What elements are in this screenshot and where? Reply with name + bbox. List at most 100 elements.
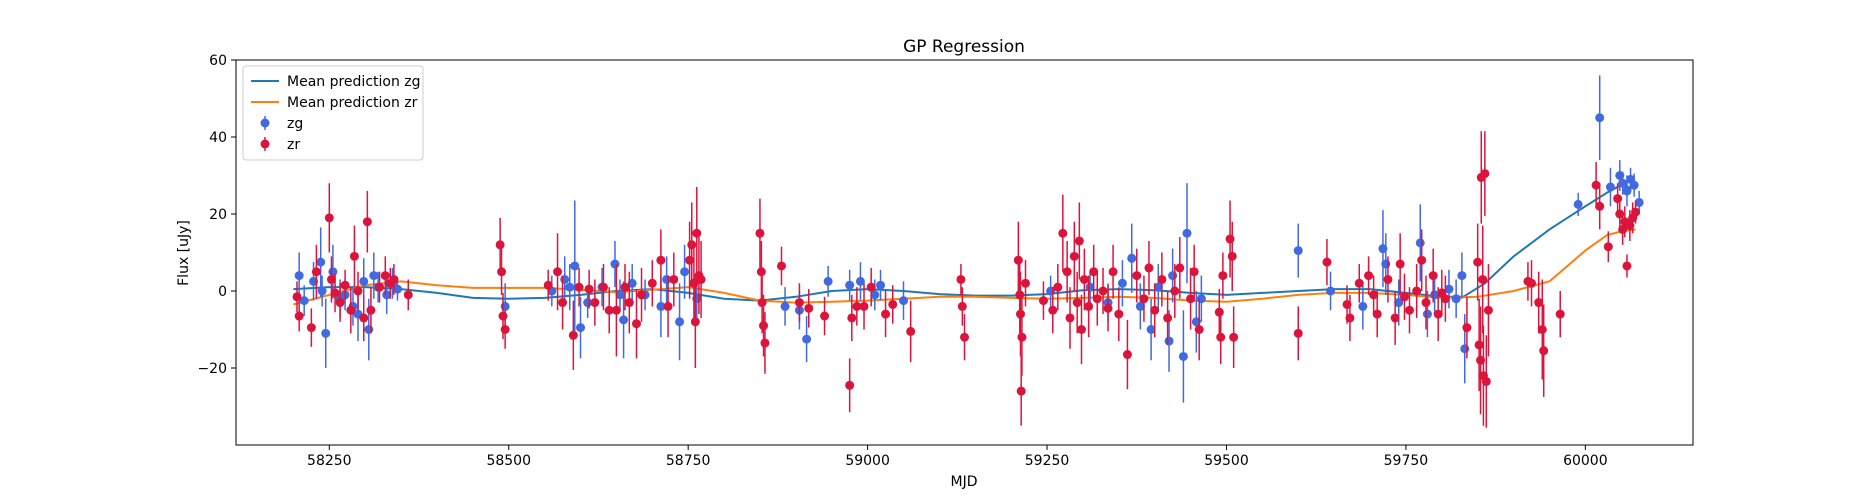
legend-marker-swatch bbox=[260, 139, 270, 149]
x-tick-label: 59750 bbox=[1384, 453, 1429, 469]
data-point-zr bbox=[1473, 257, 1483, 267]
data-point-zg bbox=[1595, 113, 1605, 123]
data-point-zg bbox=[675, 317, 685, 327]
y-tick-label: 60 bbox=[209, 53, 227, 69]
data-point-zg bbox=[1168, 271, 1178, 281]
data-point-zg bbox=[583, 298, 593, 308]
data-point-zr bbox=[960, 332, 969, 342]
data-point-zg bbox=[1178, 351, 1188, 361]
data-point-zg bbox=[1629, 180, 1639, 190]
data-point-zg bbox=[662, 274, 672, 284]
data-point-zg bbox=[615, 290, 625, 300]
data-point-zg bbox=[317, 286, 327, 296]
data-point-zr bbox=[543, 280, 553, 290]
data-point-zr bbox=[1016, 386, 1026, 396]
legend: Mean prediction zg Mean prediction zr zg zr bbox=[242, 65, 424, 161]
x-tick-label: 59500 bbox=[1204, 453, 1249, 469]
data-point-zr bbox=[692, 228, 702, 238]
data-point-zr bbox=[1170, 286, 1180, 296]
data-point-zr bbox=[1537, 325, 1547, 334]
data-point-zr bbox=[1399, 292, 1409, 302]
data-point-zr bbox=[1058, 228, 1068, 238]
data-point-zr bbox=[794, 298, 804, 308]
legend-item: Mean prediction zg bbox=[251, 74, 421, 90]
data-point-zr bbox=[1175, 263, 1185, 273]
data-point-zr bbox=[663, 301, 673, 311]
legend-label: zg bbox=[287, 116, 303, 132]
data-point-zr bbox=[1483, 305, 1493, 315]
data-point-zr bbox=[311, 267, 321, 277]
data-point-zr bbox=[1480, 169, 1490, 179]
data-point-zr bbox=[495, 240, 505, 250]
y-tick-label: 20 bbox=[209, 207, 227, 223]
data-point-zr bbox=[1622, 261, 1632, 271]
legend-label: Mean prediction zg bbox=[287, 74, 421, 90]
data-point-zr bbox=[845, 380, 855, 390]
data-point-zr bbox=[1122, 350, 1132, 360]
x-axis-label: MJD bbox=[951, 474, 978, 490]
data-point-zr bbox=[1157, 274, 1167, 284]
data-point-zr bbox=[1322, 257, 1332, 267]
data-point-zg bbox=[1196, 294, 1206, 304]
data-point-zg bbox=[1394, 298, 1404, 308]
data-point-zg bbox=[1430, 290, 1440, 300]
data-point-zr bbox=[804, 303, 814, 313]
data-point-zr bbox=[759, 321, 769, 331]
data-point-zr bbox=[340, 280, 350, 290]
data-point-zg bbox=[294, 271, 304, 281]
data-point-zg bbox=[898, 296, 908, 306]
data-point-zr bbox=[292, 292, 302, 302]
data-point-zr bbox=[574, 282, 584, 292]
data-point-zr bbox=[760, 338, 770, 348]
data-point-zr bbox=[380, 271, 390, 281]
data-point-zg bbox=[680, 267, 690, 277]
data-point-zr bbox=[324, 213, 334, 223]
data-point-zr bbox=[330, 288, 340, 298]
data-point-zr bbox=[906, 326, 916, 336]
data-point-zr bbox=[604, 305, 614, 315]
data-point-zr bbox=[1227, 251, 1237, 261]
data-point-zr bbox=[1428, 271, 1438, 281]
data-point-zr bbox=[1555, 309, 1565, 319]
data-point-zr bbox=[755, 228, 765, 238]
data-point-zr bbox=[1194, 325, 1204, 334]
data-point-zr bbox=[306, 323, 316, 333]
data-point-zg bbox=[392, 284, 402, 294]
data-point-zg bbox=[1358, 301, 1368, 311]
data-point-zg bbox=[1085, 282, 1095, 292]
data-point-zr bbox=[1114, 309, 1124, 319]
data-point-zr bbox=[1098, 286, 1108, 296]
data-point-zg bbox=[845, 280, 855, 290]
legend-box bbox=[242, 65, 424, 161]
data-point-zr bbox=[1150, 305, 1160, 315]
x-tick-label: 59000 bbox=[845, 453, 890, 469]
data-point-zr bbox=[1079, 274, 1089, 284]
data-point-zr bbox=[1013, 255, 1023, 265]
data-point-zr bbox=[375, 282, 385, 292]
data-point-zr bbox=[1440, 294, 1450, 304]
data-point-zr bbox=[1065, 313, 1075, 323]
data-point-zr bbox=[1591, 180, 1601, 190]
data-point-zr bbox=[852, 301, 862, 311]
data-point-zg bbox=[1381, 259, 1391, 269]
data-point-zr bbox=[689, 278, 699, 288]
data-point-zg bbox=[1634, 197, 1644, 207]
data-point-zr bbox=[956, 274, 966, 284]
legend-marker-swatch bbox=[260, 118, 270, 128]
data-point-zg bbox=[1127, 253, 1137, 263]
data-point-zr bbox=[362, 217, 372, 227]
x-tick-label: 58250 bbox=[307, 453, 352, 469]
data-point-zg bbox=[299, 296, 309, 306]
data-point-zr bbox=[1433, 309, 1443, 319]
data-point-zr bbox=[1474, 340, 1484, 350]
data-point-zr bbox=[500, 325, 510, 334]
series-line-mean-prediction-zg bbox=[293, 184, 1636, 302]
data-point-zg bbox=[610, 259, 620, 269]
data-point-zg bbox=[565, 282, 575, 292]
data-point-zr bbox=[1163, 313, 1173, 323]
data-point-zg bbox=[1415, 238, 1425, 248]
data-point-zr bbox=[349, 251, 359, 261]
data-point-zr bbox=[1048, 305, 1058, 315]
y-tick-label: 0 bbox=[218, 284, 227, 300]
data-point-zr bbox=[1074, 236, 1084, 246]
